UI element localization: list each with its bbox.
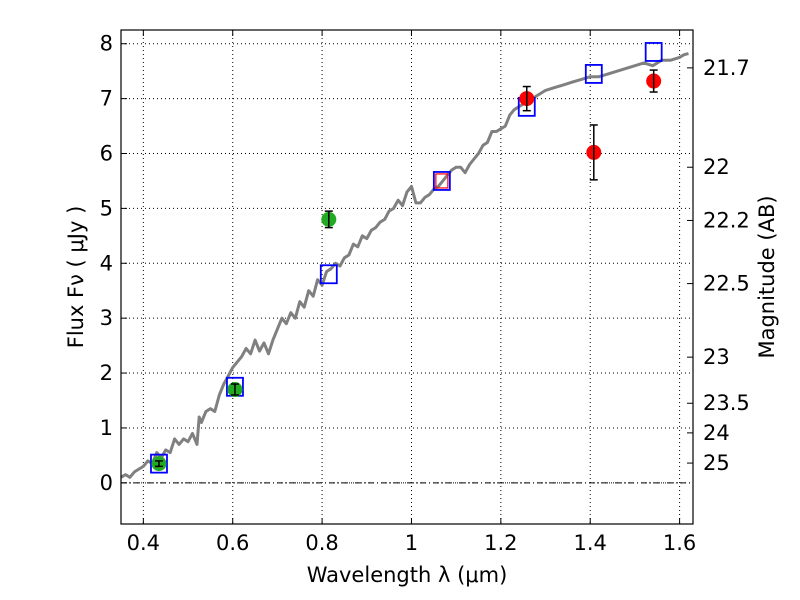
y-tick-label: 3 <box>100 306 113 330</box>
x-tick-label: 1.2 <box>484 531 517 555</box>
x-tick-label: 1.6 <box>663 531 696 555</box>
y-tick-label: 1 <box>100 416 113 440</box>
plot-background <box>121 30 693 524</box>
magnitude-tick-label: 23.5 <box>703 391 750 415</box>
magnitude-tick-label: 22 <box>703 155 730 179</box>
y-axis-label: Flux Fν ( μJy ) <box>64 206 88 349</box>
x-tick-label: 0.6 <box>216 531 249 555</box>
model-flux-square <box>432 171 451 191</box>
x-tick-label: 1.4 <box>574 531 607 555</box>
model-flux-square <box>584 64 603 84</box>
magnitude-tick-label: 25 <box>703 451 730 475</box>
model-flux-square <box>319 264 338 285</box>
model-sed-line <box>120 52 689 479</box>
magnitude-tick-label: 23 <box>703 345 730 369</box>
y-tick-label: 6 <box>100 142 113 166</box>
magnitude-tick-label: 21.7 <box>703 56 750 80</box>
series-layer <box>120 42 689 479</box>
model-flux-inner-square <box>435 173 449 189</box>
model-flux-square <box>644 42 663 62</box>
x-tick-label: 0.4 <box>127 531 160 555</box>
tick-layer: 0.4 0.6 0.8 1 1.2 1.4 1.601234567821.72222.222… <box>100 30 750 555</box>
x-tick-label: 0.8 <box>305 531 338 555</box>
x-axis-label: Wavelength λ (μm) <box>307 563 508 587</box>
y-tick-label: 7 <box>100 87 113 111</box>
y-tick-label: 0 <box>100 471 113 495</box>
magnitude-tick-label: 24 <box>703 421 730 445</box>
y-tick-label: 8 <box>100 32 113 56</box>
x-tick-label: 1 <box>405 531 418 555</box>
y2-axis-label: Magnitude (AB) <box>755 195 779 358</box>
plot-frame <box>120 29 694 525</box>
model-flux-square <box>150 453 168 474</box>
y-tick-label: 2 <box>100 361 113 385</box>
magnitude-tick-label: 22.2 <box>703 208 750 232</box>
magnitude-tick-label: 22.5 <box>703 272 750 296</box>
y-tick-label: 5 <box>100 196 113 220</box>
y-tick-label: 4 <box>100 251 113 275</box>
